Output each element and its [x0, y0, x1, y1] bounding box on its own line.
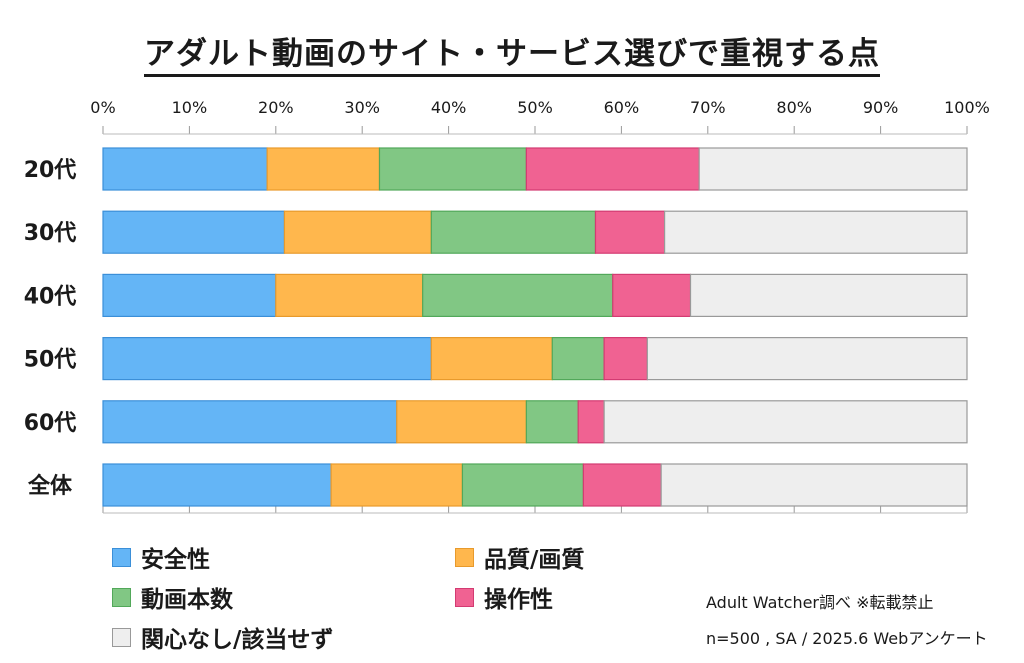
bar-segment [603, 337, 648, 381]
x-tick-label: 40% [431, 98, 467, 117]
category-label: 60代 [24, 411, 77, 436]
legend-swatch-usability [455, 587, 474, 607]
bar-segment [102, 147, 268, 191]
category-label: 20代 [24, 158, 77, 183]
bar-segment [698, 147, 968, 191]
chart-title: アダルト動画のサイト・サービス選びで重視する点 [0, 28, 1024, 77]
bar-segment [430, 210, 597, 254]
legend-swatch-no-interest [112, 627, 131, 647]
legend-swatch-quality [455, 547, 474, 567]
chart-title-text: アダルト動画のサイト・サービス選びで重視する点 [144, 36, 880, 77]
legend-label-usability: 操作性 [484, 587, 553, 613]
x-tick-label: 80% [776, 98, 812, 117]
bar-segment [525, 400, 579, 444]
bar-segment [594, 210, 666, 254]
bar-segment [525, 147, 700, 191]
bar-segment [396, 400, 527, 444]
legend-label-quality: 品質/画質 [484, 547, 585, 573]
bar-segment [430, 337, 553, 381]
bar-segment [603, 400, 968, 444]
category-label: 40代 [24, 284, 77, 309]
legend: 安全性 品質/画質 動画本数 操作性 関心なし/該当せず [112, 540, 672, 655]
bar-segment [612, 273, 692, 317]
legend-swatch-video-count [112, 587, 131, 607]
bar-segment [378, 147, 527, 191]
bar-segment [461, 463, 584, 507]
category-label: 30代 [24, 221, 77, 246]
x-tick-label: 30% [344, 98, 380, 117]
bar-segment [422, 273, 614, 317]
bar-segment [330, 463, 464, 507]
legend-item-quality: 品質/画質 [455, 540, 584, 574]
bar-segment [551, 337, 605, 381]
x-tick-label: 60% [604, 98, 640, 117]
legend-item-safety: 安全性 [112, 540, 210, 574]
sample-note: n=500 , SA / 2025.6 Webアンケート [706, 629, 988, 648]
bar-segment [660, 463, 968, 507]
x-tick-label: 100% [944, 98, 990, 117]
legend-label-no-interest: 関心なし/該当せず [141, 627, 334, 653]
x-tick-label: 10% [172, 98, 208, 117]
x-tick-label: 70% [690, 98, 726, 117]
legend-item-video-count: 動画本数 [112, 580, 233, 614]
stacked-bar-chart: 0% 10% 20% 30% 40% 50% 60% 70% 80% 90% 100% 20代 30代 4… [24, 98, 990, 514]
bar-segment [582, 463, 662, 507]
category-label: 50代 [24, 348, 77, 373]
category-label: 全体 [27, 473, 73, 499]
x-tick-label: 20% [258, 98, 294, 117]
x-tick-label: 0% [90, 98, 115, 117]
bar-segment [102, 463, 332, 507]
bar-segment [102, 400, 398, 444]
bar-segment [283, 210, 432, 254]
legend-label-video-count: 動画本数 [141, 587, 233, 613]
bar-segment [275, 273, 424, 317]
bar-segment [266, 147, 381, 191]
source-note: Adult Watcher調べ ※転載禁止 [706, 593, 934, 612]
bar-segment [102, 337, 432, 381]
bar-segment [689, 273, 968, 317]
bar-segment [577, 400, 605, 444]
bar-segment [102, 210, 286, 254]
x-tick-label: 50% [517, 98, 553, 117]
legend-label-safety: 安全性 [141, 547, 210, 573]
bar-segment [646, 337, 968, 381]
legend-item-no-interest: 関心なし/該当せず [112, 620, 333, 654]
bar-segment [663, 210, 968, 254]
legend-item-usability: 操作性 [455, 580, 553, 614]
x-tick-label: 90% [863, 98, 899, 117]
legend-swatch-safety [112, 547, 131, 567]
bar-segment [102, 273, 277, 317]
